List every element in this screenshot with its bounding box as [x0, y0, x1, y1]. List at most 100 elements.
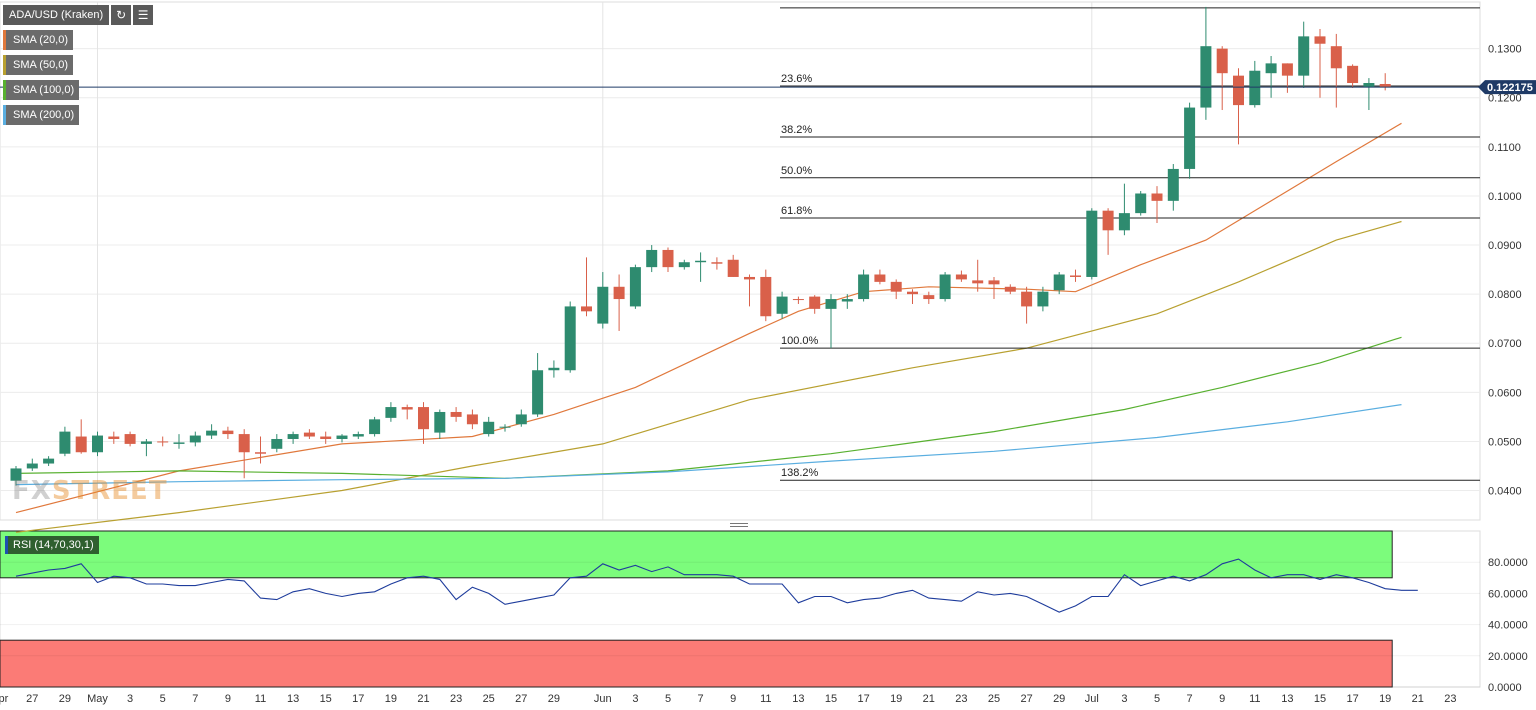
- chart-header: ADA/USD (Kraken) ↻ ☰: [3, 5, 154, 25]
- candle-body: [1298, 36, 1310, 76]
- candle: [401, 404, 413, 420]
- x-tick-label: 5: [1154, 693, 1160, 705]
- candle-body: [157, 441, 169, 443]
- candle: [1249, 60, 1261, 108]
- candle: [907, 289, 918, 304]
- x-tick-label: 11: [1249, 693, 1260, 705]
- x-tick-label: 19: [1379, 693, 1391, 705]
- candle: [890, 279, 902, 300]
- candle-body: [1314, 36, 1326, 44]
- x-tick-label: 29: [59, 693, 71, 705]
- candle: [1347, 64, 1359, 88]
- candle: [108, 431, 120, 444]
- rsi-line: [15, 558, 1418, 613]
- candle-body: [303, 432, 315, 437]
- x-tick-label: Apr: [0, 693, 9, 705]
- candle: [825, 294, 837, 349]
- candle-body: [760, 276, 772, 317]
- candle-body: [564, 306, 576, 371]
- candle: [1004, 284, 1016, 295]
- candle: [1151, 186, 1163, 223]
- candle-body: [483, 421, 495, 435]
- x-tick-label: 25: [483, 693, 495, 705]
- candle-body: [320, 436, 332, 439]
- candle-body: [581, 306, 592, 312]
- indicator-legend: SMA (20,0) SMA (50,0) SMA (100,0) SMA (2…: [3, 30, 80, 125]
- x-tick-label: 29: [1053, 693, 1065, 705]
- candle-body: [26, 463, 38, 469]
- candle-body: [776, 296, 788, 314]
- x-tick-label: 13: [1281, 693, 1293, 705]
- x-tick-label: 21: [1412, 693, 1424, 705]
- candle: [10, 465, 22, 486]
- x-tick-label: 7: [1187, 693, 1193, 705]
- candle-body: [255, 452, 266, 454]
- y-tick-label: 0.0900: [1488, 240, 1522, 252]
- candle: [483, 416, 495, 437]
- candle: [776, 291, 788, 319]
- x-axis: Apr 27 29 May 3 5 7 9 11 13 15 17 19 21 23 25 27 29 Jun 3 5 7…: [0, 693, 1457, 705]
- chart-settings-icon[interactable]: ☰: [133, 5, 154, 25]
- candle-body: [222, 430, 234, 435]
- candle-body: [662, 249, 674, 268]
- candle-body: [841, 299, 853, 302]
- candle-body: [825, 299, 837, 309]
- x-tick-label: 21: [417, 693, 429, 705]
- y-tick-label: 0.0700: [1488, 338, 1522, 350]
- candle-body: [1151, 193, 1163, 201]
- candle-body: [727, 259, 739, 277]
- candle-body: [434, 411, 446, 433]
- candle-body: [1053, 274, 1065, 291]
- candle-body: [43, 458, 55, 464]
- candle: [1070, 269, 1081, 282]
- candle: [434, 409, 446, 439]
- candle: [1053, 272, 1065, 295]
- candle: [874, 269, 886, 285]
- candle: [222, 426, 234, 439]
- x-tick-label: 9: [1219, 693, 1225, 705]
- candle: [287, 431, 299, 444]
- candle: [1233, 68, 1244, 145]
- fib-label-1: 23.6%: [781, 73, 812, 85]
- panel-splitter[interactable]: [730, 523, 748, 528]
- candle: [59, 426, 71, 457]
- candle: [972, 259, 984, 292]
- y-axis: 0.1300 0.1200 0.1100 0.1000 0.0900 0.0800 0.07…: [1488, 44, 1522, 498]
- candle-body: [10, 468, 22, 481]
- legend-sma-50[interactable]: SMA (50,0): [3, 55, 74, 75]
- candle-body: [1021, 291, 1033, 307]
- legend-sma-20[interactable]: SMA (20,0): [3, 30, 74, 50]
- rsi-tick-label: 80.0000: [1488, 557, 1528, 569]
- candles: [10, 6, 1391, 486]
- candle: [955, 270, 967, 282]
- rsi-tick-label: 60.0000: [1488, 588, 1528, 600]
- candle-body: [907, 291, 918, 295]
- x-tick-label: 5: [665, 693, 671, 705]
- candle: [1135, 191, 1147, 216]
- candle: [43, 456, 55, 466]
- x-tick-label: 25: [988, 693, 1000, 705]
- legend-sma-100[interactable]: SMA (100,0): [3, 80, 80, 100]
- candle: [189, 431, 201, 447]
- rsi-tick-label: 0.0000: [1488, 682, 1522, 694]
- candle-body: [140, 441, 152, 444]
- candle-body: [1118, 213, 1130, 231]
- candle-body: [238, 434, 250, 453]
- candle: [418, 402, 429, 444]
- candle-body: [923, 295, 935, 300]
- legend-sma-200[interactable]: SMA (200,0): [3, 105, 80, 125]
- candle-body: [1265, 63, 1277, 74]
- refresh-icon[interactable]: ↻: [111, 5, 132, 25]
- rsi-label[interactable]: RSI (14,70,30,1): [5, 536, 99, 554]
- x-tick-label: 17: [1346, 693, 1358, 705]
- candle-body: [988, 280, 1000, 285]
- candle: [1167, 164, 1179, 211]
- candle: [988, 276, 1000, 300]
- candle-body: [1363, 83, 1375, 87]
- candle: [157, 436, 169, 447]
- candle: [923, 291, 935, 304]
- x-tick-label: 5: [160, 693, 166, 705]
- x-tick-label: 7: [698, 693, 704, 705]
- x-tick-label: 11: [255, 693, 266, 705]
- x-tick-label: 27: [515, 693, 527, 705]
